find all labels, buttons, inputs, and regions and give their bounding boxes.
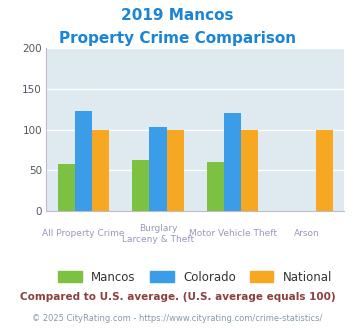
Text: 2019 Mancos: 2019 Mancos bbox=[121, 8, 234, 23]
Text: Motor Vehicle Theft: Motor Vehicle Theft bbox=[189, 229, 277, 238]
Text: All Property Crime: All Property Crime bbox=[42, 229, 125, 238]
Bar bbox=[58, 164, 75, 211]
Bar bbox=[241, 130, 258, 211]
Legend: Mancos, Colorado, National: Mancos, Colorado, National bbox=[54, 266, 337, 288]
Bar bbox=[75, 111, 92, 211]
Text: Larceny & Theft: Larceny & Theft bbox=[122, 235, 194, 244]
Bar bbox=[316, 130, 333, 211]
Bar bbox=[207, 162, 224, 211]
Text: Arson: Arson bbox=[294, 229, 320, 238]
Bar bbox=[166, 130, 184, 211]
Text: Property Crime Comparison: Property Crime Comparison bbox=[59, 31, 296, 46]
Bar bbox=[132, 160, 149, 211]
Bar bbox=[224, 113, 241, 211]
Text: Compared to U.S. average. (U.S. average equals 100): Compared to U.S. average. (U.S. average … bbox=[20, 292, 335, 302]
Bar bbox=[149, 127, 166, 211]
Text: Burglary: Burglary bbox=[139, 224, 177, 233]
Text: © 2025 CityRating.com - https://www.cityrating.com/crime-statistics/: © 2025 CityRating.com - https://www.city… bbox=[32, 314, 323, 323]
Bar bbox=[92, 130, 109, 211]
